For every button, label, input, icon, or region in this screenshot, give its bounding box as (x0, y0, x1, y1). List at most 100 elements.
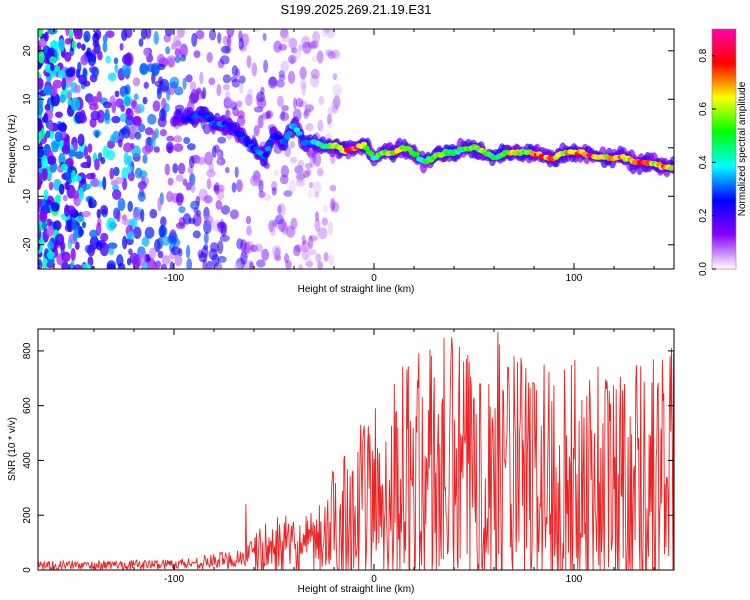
noise-blob (149, 208, 158, 219)
noise-blob (246, 225, 252, 236)
noise-blob (266, 110, 274, 119)
noise-blob (261, 248, 270, 261)
noise-blob (176, 222, 186, 230)
noise-blob (281, 222, 288, 235)
noise-blob (191, 32, 198, 47)
noise-blob (316, 50, 324, 64)
noise-blob (206, 169, 216, 178)
noise-blob (294, 165, 304, 175)
noise-blob (326, 119, 335, 130)
noise-blob (258, 191, 266, 198)
noise-blob (92, 39, 100, 48)
noise-blob (290, 156, 298, 164)
noise-blob (257, 115, 264, 129)
snr-frame (37, 328, 675, 571)
noise-blob (199, 71, 204, 85)
noise-blob (271, 181, 278, 192)
noise-blob (271, 245, 282, 258)
y-tick-label: 200 (22, 506, 33, 523)
noise-blob (133, 93, 139, 101)
noise-blob (144, 226, 155, 239)
noise-blob (238, 81, 244, 94)
noise-blob (206, 260, 213, 269)
noise-blob (41, 167, 48, 181)
noise-blob (332, 73, 338, 80)
noise-blob (217, 32, 222, 44)
noise-blob (240, 250, 248, 265)
noise-blob (301, 234, 306, 246)
noise-blob (155, 260, 162, 269)
noise-blob (301, 240, 310, 253)
noise-blob (161, 255, 171, 266)
noise-blob (141, 236, 150, 247)
noise-blob (123, 142, 133, 153)
noise-blob (131, 217, 138, 229)
noise-blob (90, 110, 101, 121)
noise-blob (156, 237, 164, 250)
noise-blob (41, 155, 48, 169)
noise-blob (137, 191, 146, 202)
noise-blob (220, 205, 231, 215)
noise-blob (148, 247, 157, 260)
colorbar-tick-label: 0.8 (698, 48, 709, 62)
noise-blob (54, 233, 65, 246)
noise-blob (314, 218, 321, 232)
noise-blob (144, 127, 154, 136)
noise-blob (301, 82, 307, 97)
noise-blob (328, 254, 335, 266)
noise-blob (123, 151, 129, 166)
noise-blob (57, 38, 65, 52)
noise-blob (272, 221, 282, 229)
noise-blob (158, 225, 166, 238)
noise-blob (66, 91, 72, 100)
noise-blob (274, 254, 282, 262)
ridge-point (368, 151, 375, 157)
noise-blob (302, 41, 312, 54)
noise-blob (313, 153, 322, 167)
ridge-core (180, 110, 674, 171)
noise-blob (52, 220, 62, 231)
noise-blob (175, 174, 184, 182)
noise-blob (183, 137, 191, 144)
noise-blob (119, 43, 124, 51)
noise-blob (236, 100, 243, 108)
colorbar-tick-label: 0.2 (698, 208, 709, 222)
noise-blob (64, 38, 72, 45)
noise-blob (271, 186, 277, 196)
noise-blob (157, 250, 164, 259)
x-tick-label: 100 (566, 273, 583, 284)
noise-blob (330, 197, 336, 211)
noise-blob (65, 205, 76, 214)
noise-blob (296, 173, 306, 181)
noise-blob (219, 55, 230, 65)
noise-blob (277, 218, 287, 232)
x-tick-label: 100 (566, 574, 583, 585)
noise-blob (253, 125, 260, 137)
noise-blob (188, 217, 196, 225)
noise-blob (178, 206, 186, 214)
noise-blob (285, 260, 292, 269)
noise-blob (50, 63, 55, 72)
noise-blob (71, 40, 77, 50)
noise-blob (301, 35, 311, 48)
noise-blob (174, 254, 183, 267)
colorbar-frame (711, 28, 737, 270)
noise-blob (294, 244, 303, 253)
noise-blob (166, 135, 175, 142)
noise-blob (63, 51, 72, 62)
noise-blob (126, 231, 135, 240)
noise-blob (303, 108, 311, 117)
x-tick-label: 0 (371, 574, 377, 585)
noise-blob (238, 75, 246, 84)
noise-blob (150, 137, 156, 148)
noise-blob (192, 213, 202, 227)
noise-blob (270, 226, 276, 236)
noise-blob (47, 47, 55, 56)
noise-blob (249, 244, 259, 252)
colorbar-tick-label: 0.0 (698, 262, 709, 276)
noise-blob (46, 155, 57, 165)
noise-blob (90, 172, 96, 180)
noise-blob (314, 191, 320, 198)
snr-axes: -100 0 100 0 200 400 600 800 (22, 329, 674, 585)
noise-blob (61, 261, 69, 269)
